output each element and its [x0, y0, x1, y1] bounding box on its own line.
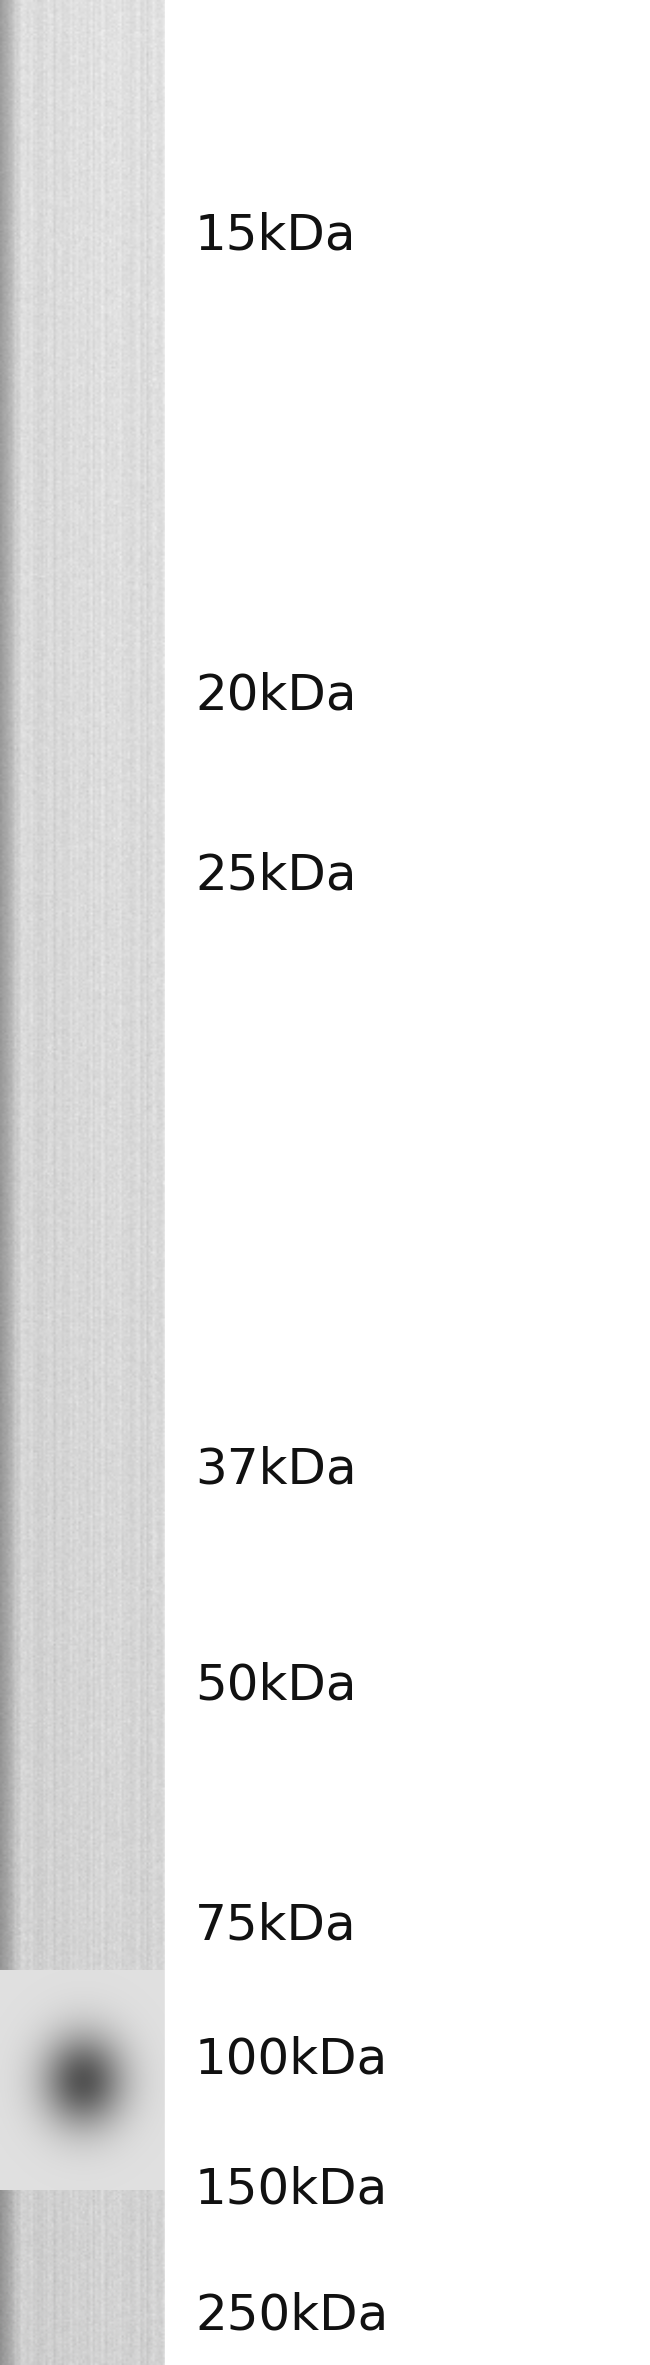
Text: 20kDa: 20kDa	[195, 672, 356, 719]
Text: 25kDa: 25kDa	[195, 851, 356, 899]
Text: 15kDa: 15kDa	[195, 210, 356, 260]
Text: 75kDa: 75kDa	[195, 1901, 357, 1949]
Text: 37kDa: 37kDa	[195, 1445, 357, 1495]
Bar	[165, 0, 650, 2365]
Text: 250kDa: 250kDa	[195, 2292, 388, 2339]
Text: 50kDa: 50kDa	[195, 1660, 356, 1710]
Text: 150kDa: 150kDa	[195, 2166, 388, 2214]
Text: 100kDa: 100kDa	[195, 2036, 388, 2084]
